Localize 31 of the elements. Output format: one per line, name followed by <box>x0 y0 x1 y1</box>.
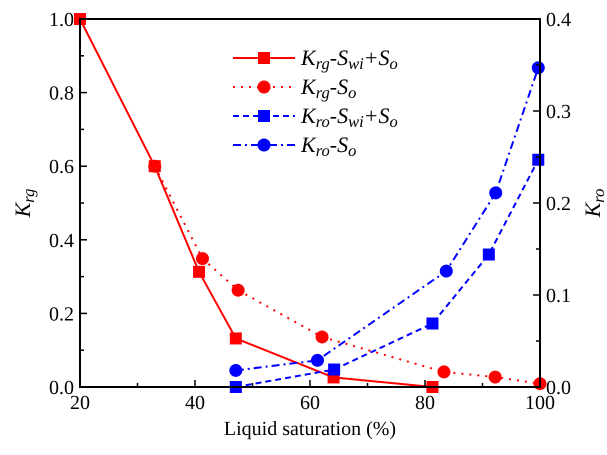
point <box>232 284 245 297</box>
point <box>229 364 242 377</box>
y-tick-label: 1.0 <box>49 9 74 31</box>
point <box>316 330 329 344</box>
y2-tick-label: 0.3 <box>546 101 571 123</box>
y-tick-label: 0.6 <box>49 156 74 178</box>
legend-label: K$_{ro}$-S$_{o}$ <box>300 132 356 160</box>
point <box>489 186 502 200</box>
point <box>440 264 453 278</box>
legend-label: K$_{rg}$-S$_{o}$ <box>300 74 356 102</box>
point <box>426 318 438 330</box>
point <box>196 252 209 266</box>
point <box>193 266 206 278</box>
x-tick-label: 80 <box>415 392 435 414</box>
point <box>437 365 450 378</box>
y2-tick-label: 0.1 <box>546 285 571 307</box>
x-tick-label: 40 <box>185 392 205 414</box>
y-tick-label: 0.2 <box>49 303 74 326</box>
legend-label: K$_{rg}$-S$_{wi}$+S$_{o}$ <box>300 45 398 74</box>
legend-label: K$_{ro}$-S$_{wi}$+S$_{o}$ <box>300 103 398 132</box>
x-tick-label: 60 <box>300 392 320 414</box>
point <box>230 332 242 344</box>
y-tick-label: 0.8 <box>49 82 74 105</box>
y2-tick-label: 0.4 <box>546 9 571 31</box>
y-tick-label: 0.4 <box>49 230 74 252</box>
point <box>310 354 324 367</box>
y2-tick-label: 0.2 <box>546 193 571 215</box>
point <box>488 370 502 384</box>
x-axis-title: Liquid saturation (%) <box>224 418 396 440</box>
point <box>328 364 340 376</box>
point <box>482 248 495 261</box>
